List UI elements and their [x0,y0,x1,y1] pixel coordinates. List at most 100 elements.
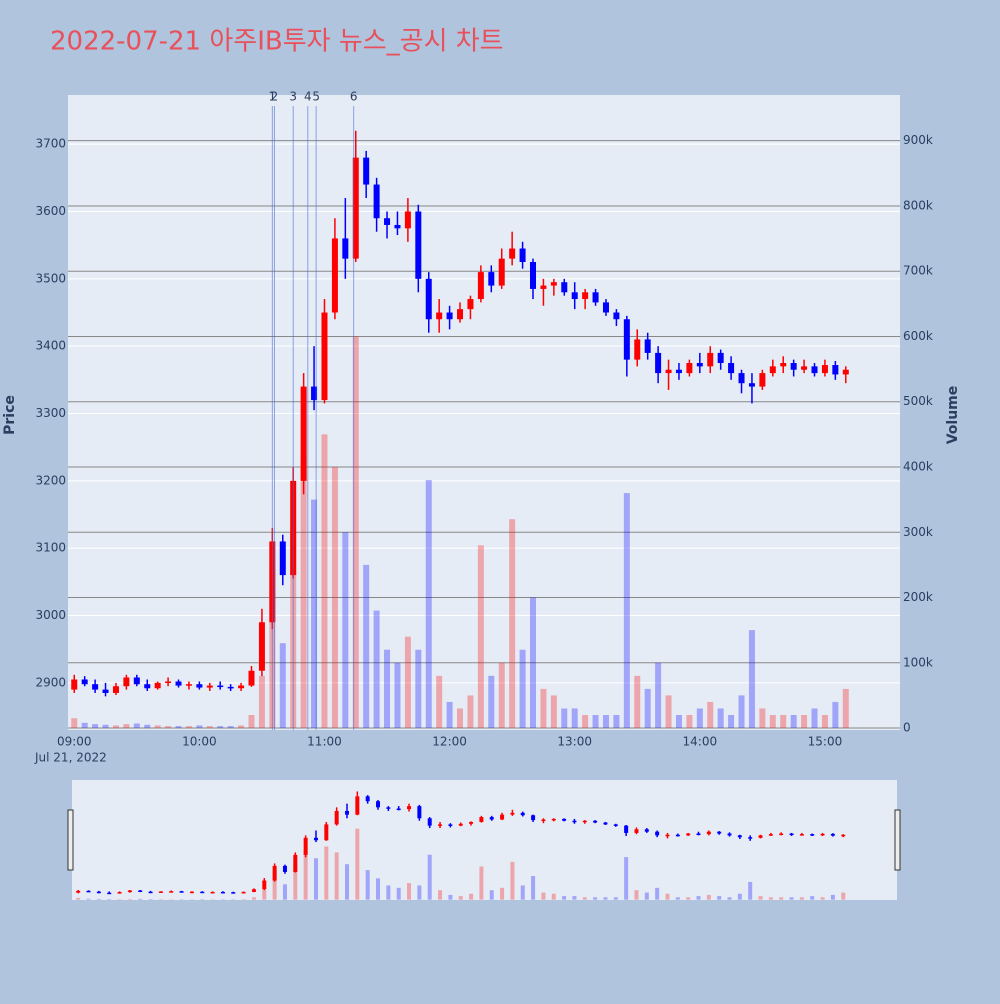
candle-body [134,677,140,684]
slider-volume-bar [728,897,732,899]
slider-volume-bar [252,897,256,899]
volume-bar [363,565,369,728]
slider-candle-body [293,855,297,872]
slider-candle-body [231,892,235,894]
slider-candle-body [438,824,442,826]
candle-body [791,363,797,370]
slider-candle-body [841,835,845,837]
volume-bar [739,695,745,728]
volume-bar [113,725,119,728]
slider-candle-body [397,809,401,811]
slider-volume-bar [603,897,607,899]
volume-bar [238,725,244,728]
slider-volume-bar [366,870,370,900]
volume-bar [582,715,588,728]
slider-candle-body [717,832,721,834]
volume-bar [509,519,515,728]
slider-volume-bar [448,895,452,900]
slider-candle-body [355,796,359,814]
event-label: 6 [350,90,358,104]
slider-candle-body [149,892,153,894]
slider-candle-body [428,818,432,825]
slider-candle-body [304,838,308,855]
slider-candle-body [614,824,618,826]
slider-candle-body [531,815,535,820]
candle-body [123,677,129,686]
slider-volume-bar [87,899,91,900]
slider-candle-body [697,834,701,836]
slider-volume-bar [717,896,721,900]
y2-tick-label: 800k [903,198,933,212]
slider-handle[interactable] [895,810,900,870]
y2-axis-title: Volume [945,386,961,445]
slider-candle-body [448,824,452,826]
slider-volume-bar [428,855,432,900]
slider-candle-body [728,834,732,836]
y-tick-label: 3000 [35,608,66,622]
y2-tick-label: 600k [903,329,933,343]
candle-body [92,684,98,689]
slider-candle-body [562,819,566,821]
slider-volume-bar [304,850,308,900]
y-tick-label: 3200 [35,473,66,487]
slider-candle-body [831,834,835,836]
slider-volume-bar [614,897,618,899]
volume-bar [259,676,265,728]
candle-body [488,272,494,285]
candle-body [196,684,202,687]
candle-body [655,353,661,373]
slider-candle-body [521,813,525,815]
candle-body [540,286,546,289]
candle-body [280,541,286,575]
volume-bar [645,689,651,728]
slider-volume-bar [572,896,576,900]
slider-volume-bar [634,890,638,899]
slider-candle-body [138,890,142,892]
slider-volume-bar [769,897,773,899]
slider-candle-body [169,891,173,893]
volume-bar [405,637,411,728]
slider-candle-body [707,832,711,834]
slider-volume-bar [552,894,556,900]
slider-candle-body [759,835,763,837]
candle-body [82,679,88,684]
y-tick-label: 3300 [35,406,66,420]
plot-area [68,95,900,730]
y2-tick-label: 900k [903,133,933,147]
x-tick-label: 14:00 [683,735,718,749]
range-slider[interactable] [72,780,897,900]
slider-volume-bar [438,890,442,899]
candle-body [603,302,609,312]
volume-bar [228,726,234,728]
slider-volume-bar [149,899,153,900]
slider-volume-bar [665,894,669,900]
volume-bar [749,630,755,728]
y-tick-label: 2900 [35,675,66,689]
slider-candle-body [552,819,556,821]
volume-bar [676,715,682,728]
candle-body [634,339,640,359]
slider-candle-body [128,890,132,892]
y-tick-label: 3700 [35,137,66,151]
slider-candle-body [159,891,163,893]
volume-bar [342,532,348,728]
volume-bar [812,708,818,728]
slider-candle-body [500,815,504,820]
candle-body [144,684,150,688]
candle-body [801,366,807,369]
volume-bar [82,723,88,728]
slider-volume-bar [76,898,80,900]
slider-handle[interactable] [68,810,73,870]
slider-candle-body [242,892,246,894]
slider-candle-body [603,823,607,825]
candle-body [71,679,77,689]
candle-body [217,686,223,688]
candle-body [593,292,599,302]
slider-candle-body [273,866,277,881]
volume-bar [155,725,161,728]
candle-body [582,292,588,299]
slider-volume-bar [583,897,587,899]
volume-bar [196,725,202,728]
volume-bar [176,726,182,728]
x-tick-label: 13:00 [557,735,592,749]
